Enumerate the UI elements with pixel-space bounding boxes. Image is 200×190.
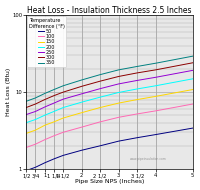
350 [136, 65, 138, 68]
Line: 50: 50 [26, 128, 193, 171]
200 [99, 96, 101, 98]
250 [155, 76, 157, 78]
350 [25, 100, 27, 102]
350 [34, 97, 37, 99]
300 [136, 72, 138, 74]
300 [155, 69, 157, 71]
200 [192, 78, 194, 80]
Line: 100: 100 [26, 104, 193, 147]
100 [62, 131, 64, 133]
300 [81, 85, 83, 87]
X-axis label: Pipe Size NPS (Inches): Pipe Size NPS (Inches) [75, 179, 144, 184]
Text: www.pipeinsulation.com: www.pipeinsulation.com [129, 157, 166, 161]
50 [99, 145, 101, 147]
300 [44, 98, 46, 101]
200 [44, 114, 46, 116]
50 [118, 140, 120, 142]
150 [155, 95, 157, 97]
50 [81, 149, 83, 151]
250 [53, 102, 55, 104]
350 [155, 62, 157, 64]
300 [99, 80, 101, 82]
300 [62, 91, 64, 93]
250 [192, 69, 194, 71]
350 [62, 85, 64, 87]
200 [53, 110, 55, 113]
350 [44, 92, 46, 95]
250 [25, 113, 27, 116]
250 [34, 110, 37, 113]
Line: 250: 250 [26, 70, 193, 115]
200 [118, 91, 120, 94]
Line: 150: 150 [26, 89, 193, 133]
300 [25, 106, 27, 109]
50 [155, 133, 157, 136]
150 [34, 129, 37, 131]
Legend: 50, 100, 150, 200, 250, 300, 350: 50, 100, 150, 200, 250, 300, 350 [27, 16, 66, 67]
200 [155, 85, 157, 87]
100 [99, 121, 101, 123]
Line: 200: 200 [26, 79, 193, 123]
200 [25, 122, 27, 124]
100 [34, 143, 37, 145]
300 [34, 103, 37, 105]
150 [136, 98, 138, 101]
250 [118, 83, 120, 85]
100 [118, 116, 120, 118]
100 [53, 135, 55, 137]
350 [99, 74, 101, 76]
50 [34, 166, 37, 168]
100 [136, 113, 138, 115]
Title: Heat Loss - Insulation Thickness 2.5 Inches: Heat Loss - Insulation Thickness 2.5 Inc… [27, 6, 192, 15]
100 [44, 139, 46, 141]
150 [53, 121, 55, 123]
250 [136, 79, 138, 82]
200 [34, 118, 37, 121]
150 [62, 117, 64, 119]
250 [81, 93, 83, 95]
200 [81, 101, 83, 103]
350 [53, 88, 55, 91]
50 [44, 162, 46, 164]
150 [118, 102, 120, 104]
Line: 350: 350 [26, 56, 193, 101]
Line: 300: 300 [26, 63, 193, 108]
150 [44, 124, 46, 126]
350 [192, 55, 194, 57]
100 [81, 126, 83, 128]
200 [62, 106, 64, 109]
300 [118, 75, 120, 78]
150 [25, 132, 27, 135]
50 [192, 127, 194, 129]
50 [53, 158, 55, 160]
200 [136, 88, 138, 90]
150 [99, 106, 101, 109]
150 [81, 112, 83, 114]
50 [25, 169, 27, 172]
50 [136, 137, 138, 139]
300 [53, 94, 55, 97]
350 [81, 79, 83, 81]
150 [192, 88, 194, 91]
100 [25, 146, 27, 149]
250 [99, 87, 101, 90]
350 [118, 69, 120, 71]
250 [44, 106, 46, 108]
50 [62, 154, 64, 157]
300 [192, 62, 194, 64]
100 [192, 103, 194, 105]
Y-axis label: Heat Loss (Btu): Heat Loss (Btu) [6, 68, 11, 116]
100 [155, 110, 157, 112]
250 [62, 98, 64, 100]
